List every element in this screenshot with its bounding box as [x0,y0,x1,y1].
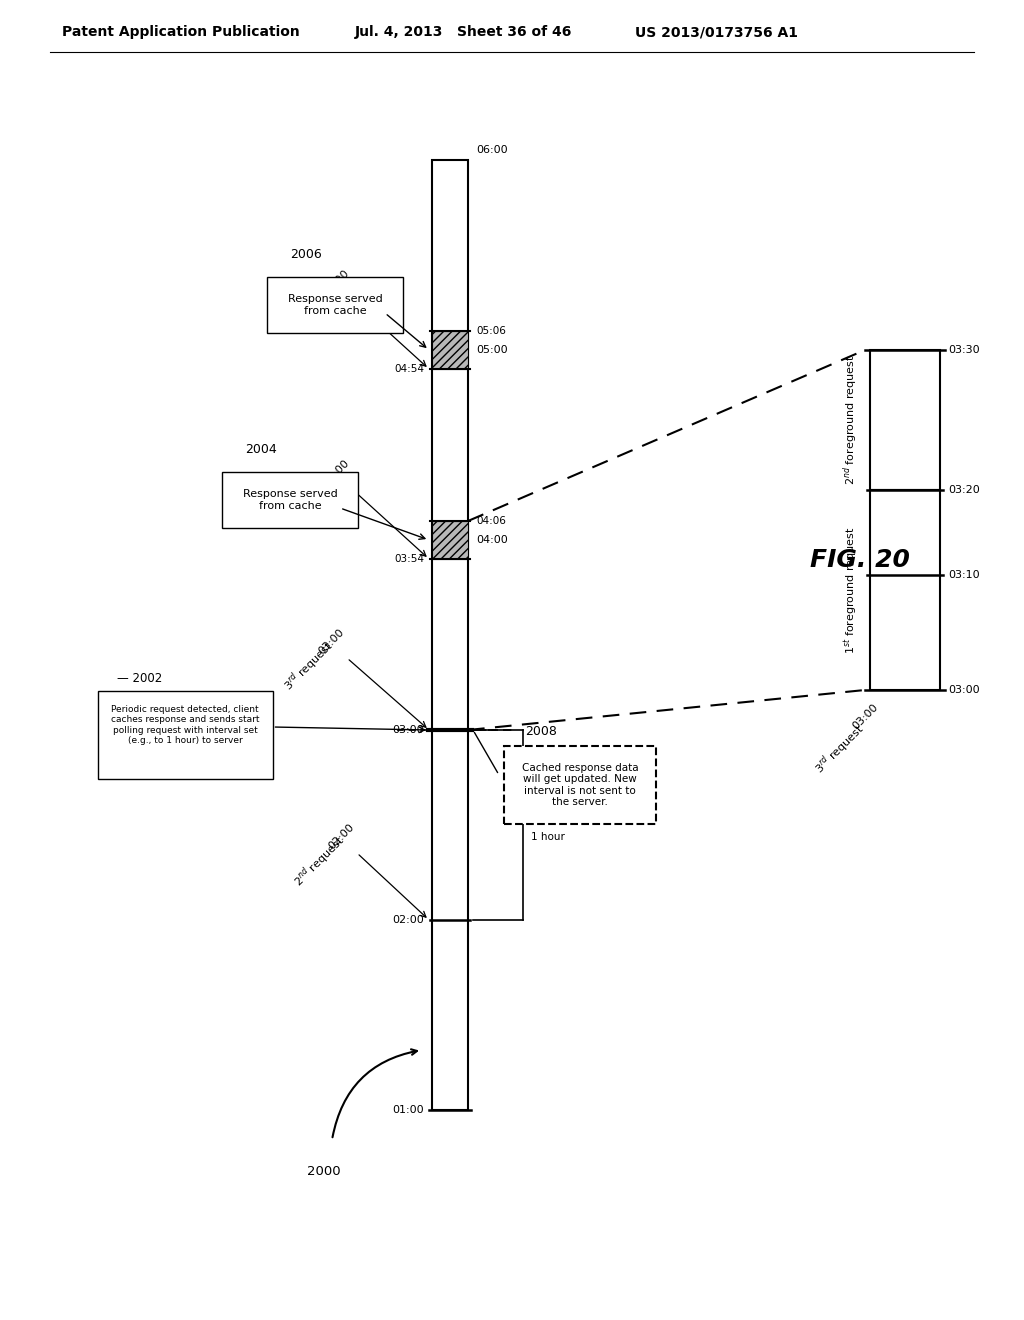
FancyBboxPatch shape [222,473,358,528]
Text: 04:00: 04:00 [476,535,508,545]
FancyBboxPatch shape [97,690,272,779]
Text: 2$^{nd}$ request: 2$^{nd}$ request [290,832,348,891]
Text: 04:54: 04:54 [394,364,424,374]
Text: 02:00: 02:00 [392,915,424,925]
Text: 2000: 2000 [307,1166,341,1177]
Text: 03:00: 03:00 [316,627,346,657]
Text: 3$^{rd}$ request: 3$^{rd}$ request [811,719,869,777]
Text: Patent Application Publication: Patent Application Publication [62,25,300,40]
Text: 03:00: 03:00 [850,702,880,731]
Text: 01:00: 01:00 [392,1105,424,1115]
Text: 04:00: 04:00 [322,458,351,488]
Text: 2006: 2006 [290,248,322,261]
Text: 03:00: 03:00 [948,685,980,696]
Text: FIG. 20: FIG. 20 [810,548,910,572]
Text: 06:00: 06:00 [476,145,508,154]
Text: Cached response data
will get updated. New
interval is not sent to
the server.: Cached response data will get updated. N… [521,763,638,808]
Text: 5$^{th}$ request: 5$^{th}$ request [285,279,343,337]
Text: 2008: 2008 [525,725,557,738]
Text: US 2013/0173756 A1: US 2013/0173756 A1 [635,25,798,40]
Text: 3$^{rd}$ request: 3$^{rd}$ request [280,638,338,696]
Text: Jul. 4, 2013   Sheet 36 of 46: Jul. 4, 2013 Sheet 36 of 46 [355,25,572,40]
Text: 1$^{st}$ foreground request: 1$^{st}$ foreground request [843,527,860,653]
Text: 05:00: 05:00 [476,345,508,355]
FancyBboxPatch shape [267,277,403,333]
Text: 02:00: 02:00 [327,822,355,851]
Text: 03:30: 03:30 [948,345,980,355]
FancyBboxPatch shape [870,490,940,690]
Text: 2$^{nd}$ foreground request: 2$^{nd}$ foreground request [842,355,860,486]
Text: — 2002: — 2002 [117,672,162,685]
FancyBboxPatch shape [432,331,468,370]
Text: 03:00: 03:00 [392,725,424,735]
FancyBboxPatch shape [432,521,468,558]
FancyBboxPatch shape [432,160,468,1110]
FancyBboxPatch shape [504,746,656,824]
Text: 2004: 2004 [245,444,276,455]
Text: 04:06: 04:06 [476,516,506,525]
Text: 02:00 – 03:00: 02:00 – 03:00 [531,812,602,822]
Text: Response served
from cache: Response served from cache [288,294,382,315]
Text: Response served
from cache: Response served from cache [243,490,337,511]
Text: 03:54: 03:54 [394,554,424,564]
Text: 4$^{th}$ request: 4$^{th}$ request [285,469,343,525]
Text: 05:06: 05:06 [476,326,506,337]
FancyBboxPatch shape [870,350,940,490]
Text: 03:10: 03:10 [948,570,980,579]
Text: 03:20: 03:20 [948,484,980,495]
Text: 05:00: 05:00 [322,268,350,298]
Text: 1 hour: 1 hour [531,832,565,842]
Text: Periodic request detected, client
caches response and sends start
polling reques: Periodic request detected, client caches… [111,705,259,744]
